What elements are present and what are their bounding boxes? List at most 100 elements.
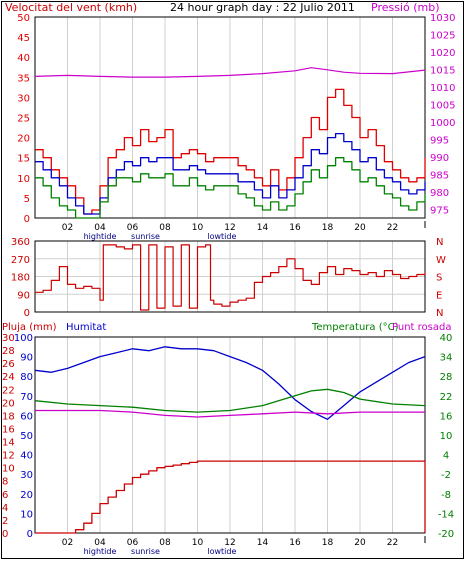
rain-plot-frame bbox=[34, 336, 426, 534]
pressure-y-tick-label: 1015 bbox=[430, 65, 455, 76]
direction-y-tick-label: 180 bbox=[11, 273, 30, 284]
rain-y-tick-label: 28 bbox=[2, 346, 15, 357]
rain-y-tick-label: 6 bbox=[2, 490, 8, 501]
pressure-y-tick-label: 975 bbox=[430, 205, 449, 216]
wind-annotation-sunrise: sunrise bbox=[131, 232, 160, 241]
rain-x-tick-label: 16 bbox=[289, 538, 301, 548]
temperature-y-tick-label: 4 bbox=[443, 451, 449, 462]
wind-y-tick-label: 10 bbox=[17, 174, 30, 185]
dewpoint-line bbox=[35, 409, 425, 418]
wind-y-tick-label: 45 bbox=[17, 33, 30, 44]
rain-x-tick-label: 12 bbox=[224, 538, 235, 548]
wind-pressure-panel: 0510152025303540455097598098599099510001… bbox=[17, 13, 455, 241]
wind-plot-frame bbox=[34, 16, 426, 219]
direction-y-tick-label: 270 bbox=[11, 255, 30, 266]
rain-y-tick-label: 10 bbox=[2, 464, 15, 475]
direction-y-tick-label: 0 bbox=[24, 308, 30, 319]
rain-y-tick-label: 24 bbox=[2, 372, 15, 383]
wind-y-tick-label: 30 bbox=[17, 93, 30, 104]
rain-y-tick-label: 20 bbox=[2, 398, 15, 409]
rain-axis-title: Pluja (mm) bbox=[2, 322, 57, 333]
wind-y-tick-label: 5 bbox=[24, 194, 30, 205]
rain-y-tick-label: 26 bbox=[2, 359, 15, 370]
temperature-y-tick-label: 10 bbox=[440, 431, 453, 442]
wind-x-tick-label: 02 bbox=[62, 223, 73, 233]
rain-x-tick-label: 20 bbox=[354, 538, 366, 548]
wind-y-tick-label: 40 bbox=[17, 53, 30, 64]
wind-x-tick-label: 04 bbox=[94, 223, 106, 233]
wind-axis-title: Velocitat del vent (kmh) bbox=[5, 1, 137, 14]
direction-y-tick-label: 360 bbox=[11, 237, 30, 248]
wind-x-tick-label: 08 bbox=[159, 223, 171, 233]
temperature-y-tick-label: -20 bbox=[438, 529, 454, 540]
wind-x-tick-label: 10 bbox=[192, 223, 204, 233]
rain-x-tick-label: 06 bbox=[127, 538, 139, 548]
pressure-y-tick-label: 1000 bbox=[430, 118, 455, 129]
humidity-y-tick-label: 30 bbox=[20, 470, 33, 481]
wind-gust-line bbox=[35, 88, 426, 215]
wind-y-tick-label: 0 bbox=[24, 214, 30, 225]
wind-y-tick-label: 50 bbox=[17, 13, 30, 24]
direction-y-tick-label: 90 bbox=[17, 290, 30, 301]
wind-x-tick-label: 20 bbox=[354, 223, 366, 233]
temperature-y-tick-label: 34 bbox=[440, 353, 453, 364]
rain-y-tick-label: 0 bbox=[2, 529, 8, 540]
rain-y-tick-label: 14 bbox=[2, 438, 15, 449]
temperature-y-tick-label: 28 bbox=[440, 372, 453, 383]
wind-y-tick-label: 15 bbox=[17, 154, 30, 165]
temperature-y-tick-label: -2 bbox=[441, 470, 451, 481]
rain-y-tick-label: 8 bbox=[2, 477, 8, 488]
wind-x-tick-label: 14 bbox=[257, 223, 269, 233]
rain-x-tick-label: 22 bbox=[387, 538, 398, 548]
wind-annotation-hightide: hightide bbox=[84, 232, 117, 241]
wind-x-tick-label: 12 bbox=[224, 223, 235, 233]
rain-annotation-lowtide: lowtide bbox=[207, 547, 236, 556]
direction-line bbox=[35, 244, 426, 311]
compass-label: N bbox=[436, 237, 443, 248]
rain-y-tick-label: 4 bbox=[2, 503, 8, 514]
rain-annotation-hightide: hightide bbox=[84, 547, 117, 556]
rain-y-tick-label: 16 bbox=[2, 424, 15, 435]
humidity-y-tick-label: 50 bbox=[20, 431, 33, 442]
rain-y-tick-label: 30 bbox=[2, 333, 15, 344]
wind-x-tick-label: 18 bbox=[322, 223, 334, 233]
rain-x-tick-label: 18 bbox=[322, 538, 334, 548]
compass-label: W bbox=[436, 255, 446, 266]
pressure-y-tick-label: 995 bbox=[430, 135, 449, 146]
humidity-y-tick-label: 0 bbox=[27, 529, 33, 540]
rain-y-tick-label: 22 bbox=[2, 385, 15, 396]
rain-line bbox=[35, 460, 425, 534]
humidity-line bbox=[34, 346, 426, 420]
wind-y-tick-label: 20 bbox=[17, 134, 30, 145]
temperature-y-tick-label: -8 bbox=[441, 490, 451, 501]
humidity-y-tick-label: 80 bbox=[20, 372, 33, 383]
rain-y-tick-label: 12 bbox=[2, 451, 15, 462]
wind-y-tick-label: 25 bbox=[17, 114, 30, 125]
rain-y-tick-label: 18 bbox=[2, 411, 15, 422]
wind-annotation-lowtide: lowtide bbox=[207, 232, 236, 241]
wind-average-line bbox=[35, 132, 426, 215]
rain-x-tick-label: 10 bbox=[192, 538, 204, 548]
wind-x-tick-label: 06 bbox=[127, 223, 139, 233]
wind-x-tick-label: 22 bbox=[387, 223, 398, 233]
humidity-y-tick-label: 40 bbox=[20, 451, 33, 462]
pressure-axis-title: Pressió (mb) bbox=[371, 1, 440, 14]
temperature-y-tick-label: 16 bbox=[440, 411, 453, 422]
humidity-y-tick-label: 20 bbox=[20, 490, 33, 501]
compass-label: N bbox=[436, 308, 443, 319]
temperature-y-tick-label: -14 bbox=[438, 509, 454, 520]
dewpoint-axis-title: Punt rosada bbox=[392, 322, 451, 333]
wind-y-tick-label: 35 bbox=[17, 73, 30, 84]
humidity-y-tick-label: 60 bbox=[20, 411, 33, 422]
pressure-line bbox=[34, 67, 426, 78]
pressure-y-tick-label: 990 bbox=[430, 153, 449, 164]
temperature-line bbox=[34, 388, 426, 413]
humidity-y-tick-label: 10 bbox=[20, 509, 33, 520]
rain-humidity-temp-panel: 0246810121416182022242628300102030405060… bbox=[2, 333, 454, 556]
pressure-y-tick-label: 980 bbox=[430, 188, 449, 199]
pressure-y-tick-label: 1010 bbox=[430, 83, 455, 94]
direction-plot-frame bbox=[34, 240, 426, 313]
